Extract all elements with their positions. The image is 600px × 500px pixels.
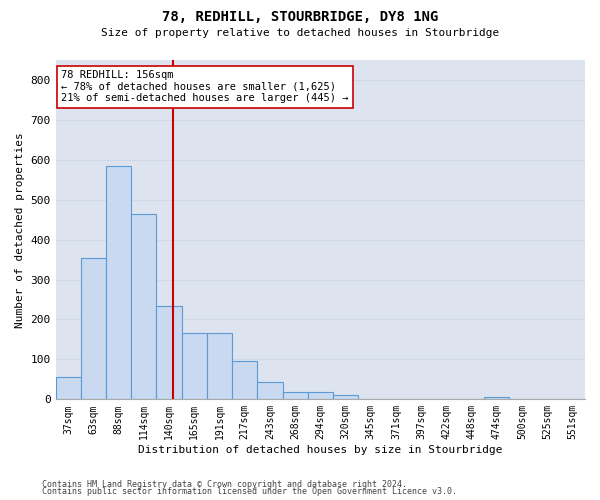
Bar	[333, 394, 358, 400]
Text: Size of property relative to detached houses in Stourbridge: Size of property relative to detached ho…	[101, 28, 499, 38]
Bar	[308, 392, 333, 400]
Bar	[131, 214, 157, 400]
Bar	[157, 306, 182, 400]
Text: Contains public sector information licensed under the Open Government Licence v3: Contains public sector information licen…	[42, 487, 457, 496]
Bar	[56, 378, 81, 400]
X-axis label: Distribution of detached houses by size in Stourbridge: Distribution of detached houses by size …	[138, 445, 503, 455]
Bar	[257, 382, 283, 400]
Bar	[106, 166, 131, 400]
Bar	[207, 334, 232, 400]
Text: Contains HM Land Registry data © Crown copyright and database right 2024.: Contains HM Land Registry data © Crown c…	[42, 480, 407, 489]
Y-axis label: Number of detached properties: Number of detached properties	[15, 132, 25, 328]
Bar	[283, 392, 308, 400]
Bar	[182, 334, 207, 400]
Bar	[81, 258, 106, 400]
Bar	[232, 362, 257, 400]
Bar	[484, 398, 509, 400]
Text: 78 REDHILL: 156sqm
← 78% of detached houses are smaller (1,625)
21% of semi-deta: 78 REDHILL: 156sqm ← 78% of detached hou…	[61, 70, 349, 103]
Text: 78, REDHILL, STOURBRIDGE, DY8 1NG: 78, REDHILL, STOURBRIDGE, DY8 1NG	[162, 10, 438, 24]
